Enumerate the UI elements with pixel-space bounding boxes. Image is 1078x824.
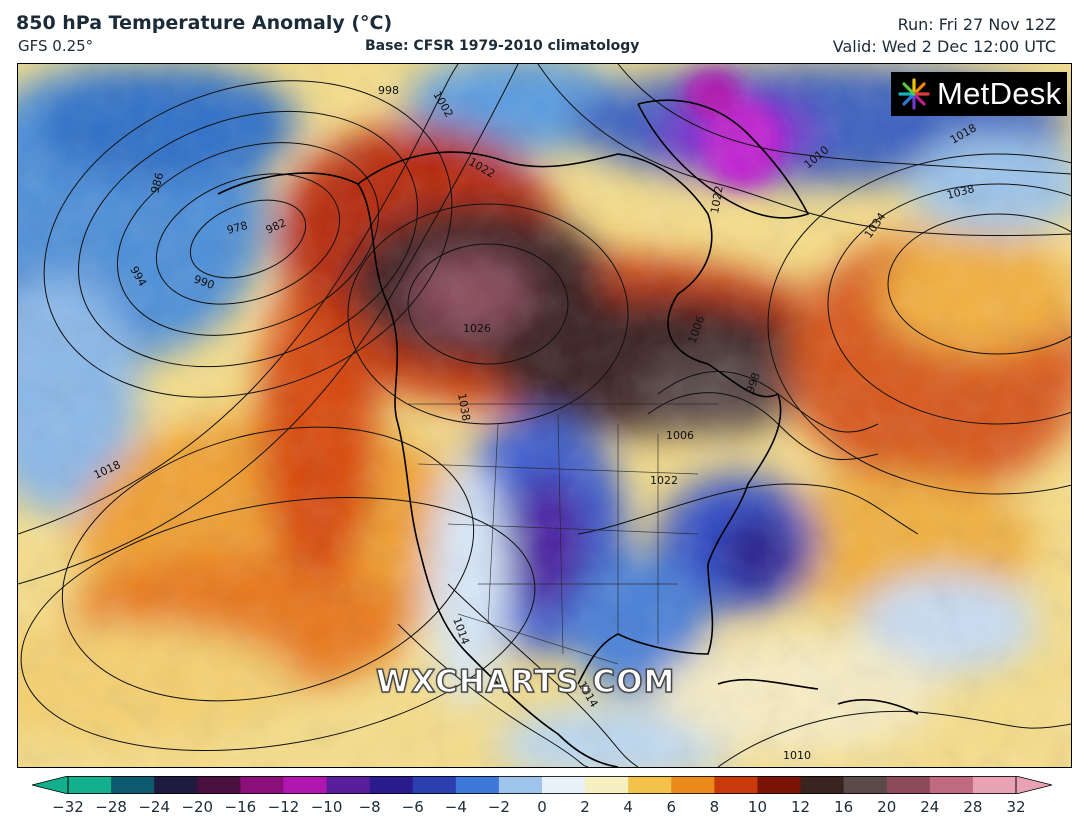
- colorbar-tick-label: −4: [444, 798, 467, 816]
- colorbar-segment: [197, 776, 241, 794]
- colorbar-tick-label: −8: [358, 798, 381, 816]
- run-time: Run: Fri 27 Nov 12Z: [897, 15, 1056, 34]
- colorbar-tick-label: 12: [790, 798, 811, 816]
- isobar-label: 1006: [666, 429, 694, 442]
- colorbar-tick-label: 0: [537, 798, 547, 816]
- colorbar-tick-label: 6: [666, 798, 677, 816]
- colorbar-segment: [585, 776, 629, 794]
- isobar-label: 1022: [708, 185, 726, 215]
- map-canvas: 998 1002 986 978 982 994 990 1018 1026 1…: [18, 64, 1071, 767]
- colorbar-segment: [68, 776, 112, 794]
- colorbar-segment: [972, 776, 1017, 794]
- isobars: [18, 64, 1071, 767]
- colorbar-tick-label: 28: [963, 798, 983, 816]
- colorbar-segment: [412, 776, 457, 794]
- colorbar-tick-label: 16: [834, 798, 854, 816]
- metdesk-logo: MetDesk: [891, 72, 1067, 116]
- isobar-label: 978: [225, 219, 249, 237]
- colorbar-segment: [369, 776, 414, 794]
- colorbar-tick-label: −20: [181, 798, 214, 816]
- colorbar-segment: [671, 776, 715, 794]
- colorbar-segment: [800, 776, 845, 794]
- colorbar-segment: [542, 776, 586, 794]
- metdesk-burst-icon: [898, 78, 930, 110]
- colorbar-tick-label: 8: [709, 798, 720, 816]
- colorbar-tick-label: 24: [920, 798, 940, 816]
- map-title: 850 hPa Temperature Anomaly (°C): [16, 12, 393, 34]
- colorbar-segment: [714, 776, 759, 794]
- colorbar-frame: [67, 776, 1017, 794]
- colorbar-segment: [154, 776, 198, 794]
- colorbar-max-arrow: [1015, 776, 1053, 794]
- isobar-label: 998: [378, 84, 399, 97]
- colorbar-tick-label: −2: [487, 798, 510, 816]
- isobar-label: 1010: [783, 749, 811, 762]
- colorbar-segment: [843, 776, 888, 794]
- model-label: GFS 0.25°: [18, 37, 94, 55]
- colorbar-segment: [111, 776, 155, 794]
- watermark: WXCHARTS.COM: [375, 663, 676, 700]
- logo-text: MetDesk: [937, 76, 1062, 111]
- colorbar-segment: [886, 776, 931, 794]
- colorbar-segment: [455, 776, 500, 794]
- valid-time: Valid: Wed 2 Dec 12:00 UTC: [832, 37, 1056, 56]
- colorbar-tick-label: −16: [224, 798, 257, 816]
- colorbar-segment: [757, 776, 802, 794]
- colorbar-min-arrow: [31, 776, 69, 794]
- isobar-label: 1038: [455, 392, 473, 422]
- colorbar-tick-label: −32: [52, 798, 84, 816]
- colorbar-tick-label: 4: [623, 798, 633, 816]
- isobar-label: 1026: [463, 322, 491, 335]
- isobar-label: 986: [148, 171, 166, 195]
- colorbar-tick-label: −12: [267, 798, 300, 816]
- colorbar-segment: [498, 776, 543, 794]
- colorbar-tick-label: −6: [401, 798, 424, 816]
- colorbar-tick-label: 20: [877, 798, 897, 816]
- climatology-base: Base: CFSR 1979-2010 climatology: [365, 38, 640, 54]
- colorbar-tick-label: −28: [95, 798, 127, 816]
- colorbar-segment: [240, 776, 285, 794]
- colorbar-tick-label: 32: [1006, 798, 1026, 816]
- colorbar-tick-label: −10: [310, 798, 343, 816]
- borders: [408, 403, 718, 665]
- colorbar-segment: [929, 776, 974, 794]
- colorbar: [31, 776, 1053, 794]
- isobar-label: 1022: [650, 474, 678, 487]
- colorbar-segment: [628, 776, 672, 794]
- coastlines: [217, 99, 919, 767]
- colorbar-tick-label: 2: [580, 798, 590, 816]
- colorbar-tick-label: 10: [747, 798, 767, 816]
- colorbar-segment: [326, 776, 371, 794]
- colorbar-tick-label: −24: [138, 798, 170, 816]
- anomaly-map[interactable]: 998 1002 986 978 982 994 990 1018 1026 1…: [17, 63, 1072, 768]
- colorbar-segment: [283, 776, 328, 794]
